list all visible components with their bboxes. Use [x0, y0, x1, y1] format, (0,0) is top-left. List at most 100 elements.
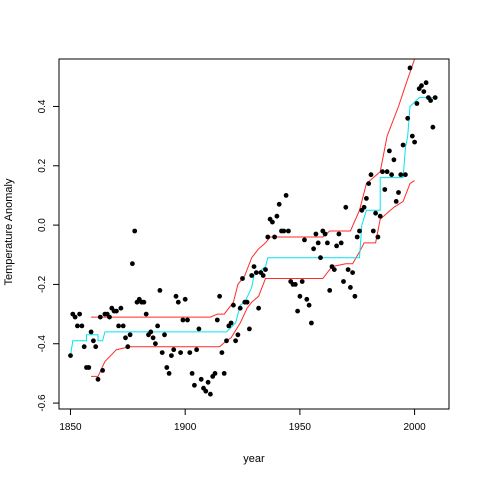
data-point [364, 196, 369, 201]
data-point [274, 213, 280, 219]
data-point [286, 228, 291, 234]
data-point [306, 302, 312, 308]
data-point [125, 344, 131, 350]
data-point [322, 231, 328, 237]
data-point [391, 157, 397, 163]
data-point [77, 311, 82, 317]
data-point [325, 240, 330, 246]
data-point [265, 234, 271, 240]
data-point [299, 279, 305, 284]
data-point [148, 329, 154, 335]
data-point [419, 83, 424, 89]
data-point [423, 80, 429, 86]
data-point [338, 240, 344, 246]
data-point [203, 388, 209, 394]
data-point [217, 293, 223, 299]
data-point [315, 240, 321, 246]
data-point [132, 228, 138, 234]
data-point [244, 299, 250, 305]
axes: 1850 1900 1950 2000 -0.6 -0.4 -0.2 0.0 0.2 0.4 [37, 58, 450, 433]
data-point [155, 323, 161, 329]
data-point [304, 296, 310, 302]
data-point [400, 142, 406, 148]
data-point [270, 219, 275, 225]
data-point [157, 288, 163, 293]
data-point [240, 276, 245, 281]
x-tick-label: 1950 [289, 422, 312, 433]
data-point [123, 335, 128, 341]
fit-line [70, 97, 436, 356]
data-point [196, 326, 202, 332]
x-tick-label: 1900 [174, 422, 197, 433]
data-point [120, 323, 126, 329]
data-point [233, 338, 239, 344]
data-point [143, 311, 149, 317]
data-point [208, 391, 213, 397]
data-point [93, 344, 99, 350]
data-point [237, 305, 243, 311]
x-tick-label: 1850 [59, 422, 82, 433]
x-tick-label: 2000 [403, 422, 426, 433]
data-point [214, 317, 220, 323]
data-point [231, 302, 236, 308]
data-point [228, 320, 234, 326]
data-point [432, 95, 438, 100]
data-point [295, 308, 300, 314]
data-point [192, 382, 197, 388]
data-point [180, 317, 186, 323]
data-point [389, 172, 394, 178]
data-point [405, 115, 411, 121]
data-point [88, 329, 94, 335]
data-point [348, 285, 353, 290]
data-point [350, 270, 355, 275]
data-point [75, 323, 80, 329]
data-point [409, 133, 415, 139]
data-point [95, 376, 101, 382]
data-point [159, 350, 165, 355]
x-axis-label: year [243, 453, 265, 465]
data-point [366, 181, 372, 187]
data-point [428, 98, 433, 103]
data-point [194, 347, 200, 353]
y-tick-label: 0.2 [37, 158, 48, 172]
data-point [313, 231, 319, 237]
data-point [212, 371, 218, 376]
plot-area [68, 59, 438, 397]
data-point [253, 270, 259, 275]
data-point [334, 243, 339, 249]
data-point [97, 314, 103, 320]
data-point [130, 261, 135, 267]
data-point [153, 341, 158, 347]
data-point [281, 228, 287, 234]
data-point [150, 335, 156, 341]
data-point [224, 338, 229, 344]
data-point [116, 323, 121, 329]
data-point [341, 279, 346, 284]
data-point [175, 299, 181, 305]
data-point [221, 371, 227, 376]
data-point [247, 326, 252, 332]
data-point [198, 376, 204, 382]
data-point [189, 371, 195, 376]
data-point [256, 305, 261, 311]
data-point [292, 282, 298, 287]
y-tick-label: -0.4 [37, 335, 48, 353]
y-tick-label: 0.0 [37, 218, 48, 232]
data-point [357, 228, 362, 234]
data-point [263, 267, 268, 272]
data-point [368, 172, 374, 178]
data-point [107, 314, 112, 320]
data-point [380, 169, 385, 175]
data-point [311, 246, 316, 252]
data-point [68, 353, 73, 358]
data-point [162, 332, 167, 338]
data-point [141, 299, 147, 305]
data-point [187, 350, 193, 355]
data-point [283, 193, 289, 198]
data-point [276, 201, 282, 207]
data-point [309, 320, 314, 326]
data-point [81, 344, 87, 350]
data-point [403, 172, 408, 178]
data-point [327, 288, 333, 293]
data-point [205, 379, 211, 385]
